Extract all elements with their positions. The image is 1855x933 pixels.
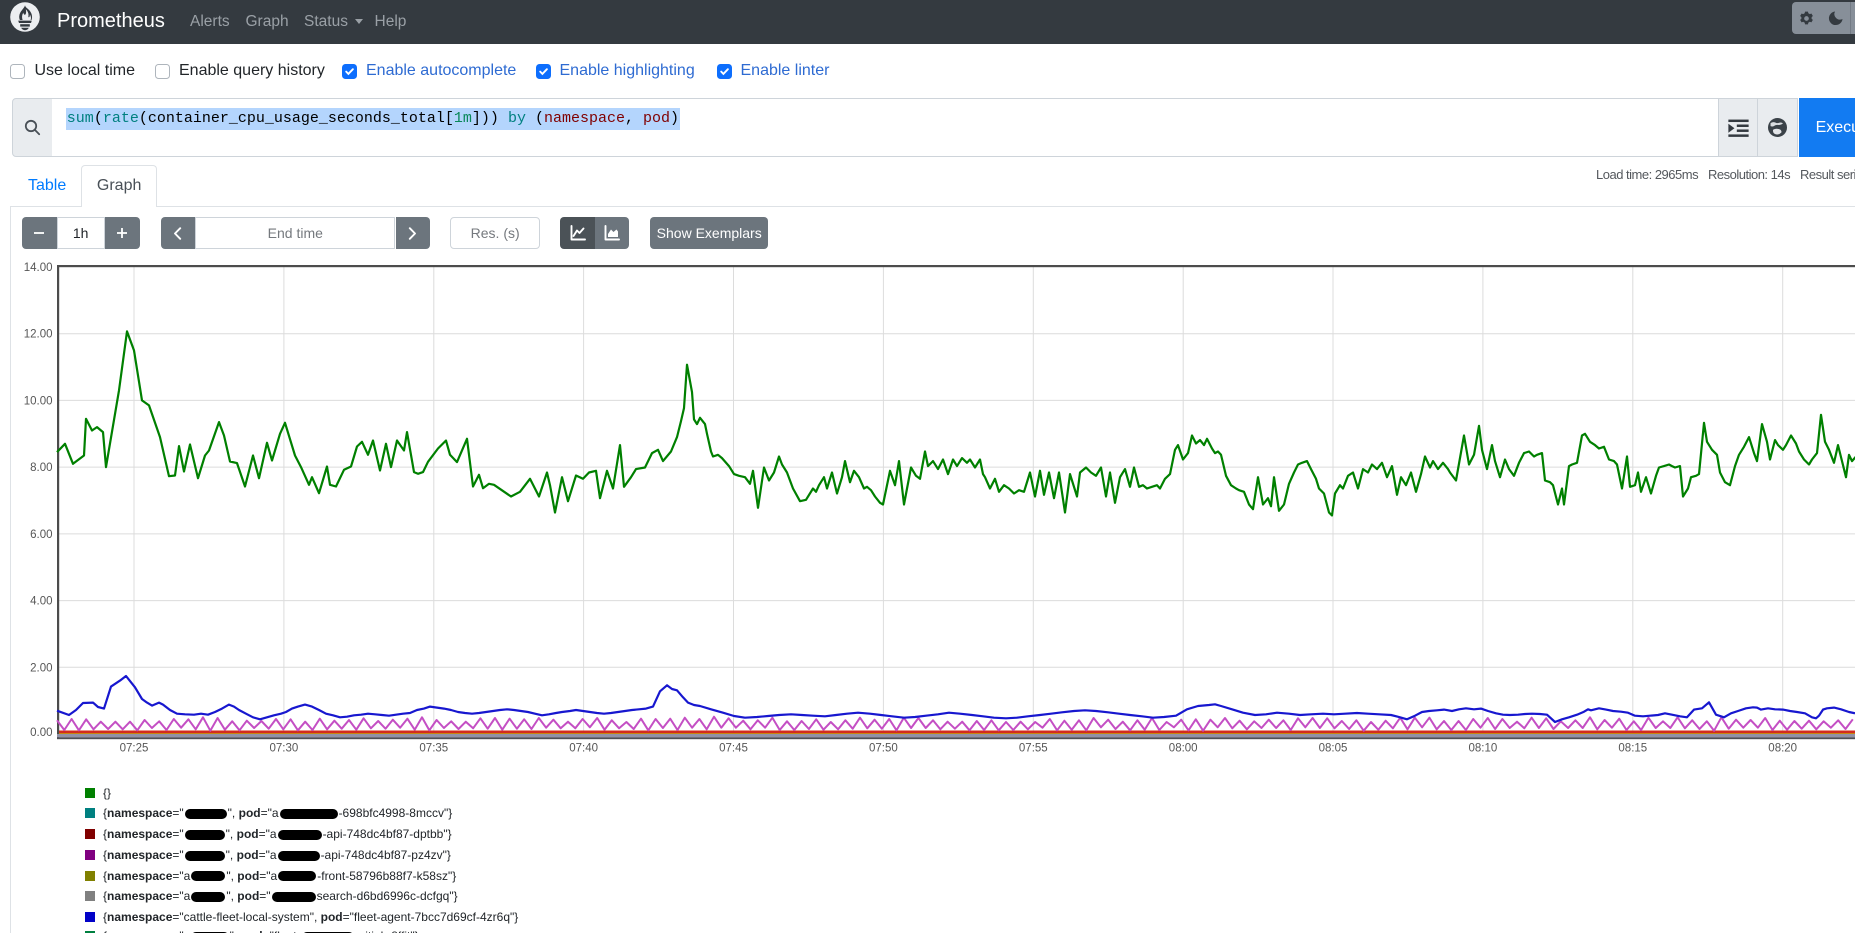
svg-text:12.00: 12.00 bbox=[24, 329, 53, 341]
svg-text:07:40: 07:40 bbox=[569, 743, 598, 755]
svg-text:08:15: 08:15 bbox=[1618, 743, 1647, 755]
svg-text:07:35: 07:35 bbox=[419, 743, 448, 755]
svg-text:2.00: 2.00 bbox=[30, 662, 52, 674]
svg-text:08:05: 08:05 bbox=[1319, 743, 1348, 755]
svg-text:8.00: 8.00 bbox=[30, 462, 52, 474]
svg-text:08:00: 08:00 bbox=[1169, 743, 1198, 755]
svg-text:6.00: 6.00 bbox=[30, 529, 52, 541]
svg-text:07:50: 07:50 bbox=[869, 743, 898, 755]
svg-text:10.00: 10.00 bbox=[24, 395, 53, 407]
svg-text:08:20: 08:20 bbox=[1768, 743, 1797, 755]
svg-text:07:25: 07:25 bbox=[120, 743, 149, 755]
svg-text:07:55: 07:55 bbox=[1019, 743, 1048, 755]
svg-text:07:30: 07:30 bbox=[270, 743, 299, 755]
svg-text:14.00: 14.00 bbox=[24, 262, 53, 274]
svg-text:07:45: 07:45 bbox=[719, 743, 748, 755]
svg-text:08:10: 08:10 bbox=[1469, 743, 1498, 755]
svg-text:0.00: 0.00 bbox=[30, 727, 52, 739]
svg-text:4.00: 4.00 bbox=[30, 596, 52, 608]
